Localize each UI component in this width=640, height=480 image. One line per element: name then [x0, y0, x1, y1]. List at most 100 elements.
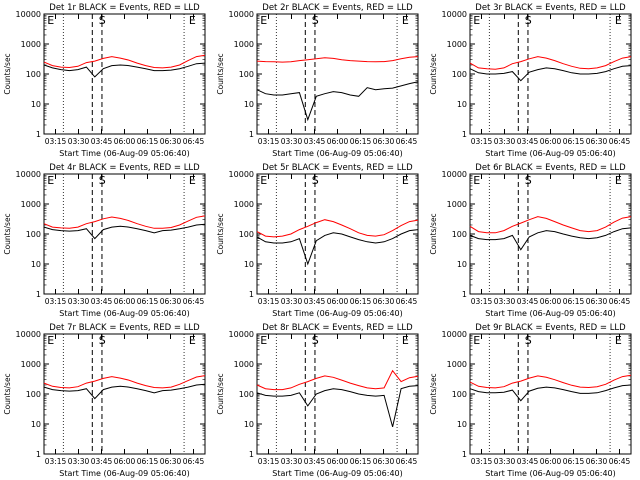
x-tick-label: 03:30	[68, 137, 90, 146]
events-series-line	[469, 65, 632, 82]
x-tick-label: 03:45	[91, 297, 113, 306]
x-tick-label: 06:15	[563, 297, 585, 306]
x-tick-label: 06:30	[160, 297, 182, 306]
y-tick-label: 1	[249, 130, 254, 139]
y-tick-label: 100	[239, 390, 254, 399]
event-marker-label: E	[473, 14, 480, 27]
y-tick-label: 1000	[21, 360, 41, 369]
y-tick-label: 100	[26, 230, 41, 239]
y-tick-label: 1	[36, 450, 41, 459]
y-tick-label: 100	[452, 230, 467, 239]
chart-title: Det 1r BLACK = Events, RED = LLD	[49, 3, 200, 13]
x-tick-label: 06:15	[350, 137, 372, 146]
lld-series-line	[43, 215, 206, 229]
y-tick-label: 100	[452, 70, 467, 79]
lld-series-line	[469, 216, 632, 234]
chart-panel-9: 1 10 100 1000 10000 03:15 03:30 03:45 06:00 06:15…	[429, 323, 632, 478]
x-tick-label: 03:15	[258, 137, 280, 146]
y-axis-label: Counts/sec	[429, 213, 438, 254]
x-tick-label: 03:45	[517, 297, 539, 306]
plot-frame	[469, 333, 632, 455]
chart-panel-3: 1 10 100 1000 10000 03:15 03:30 03:45 06:00 06:15…	[429, 3, 632, 158]
x-tick-label: 03:30	[281, 457, 303, 466]
x-tick-label: 03:15	[471, 297, 493, 306]
x-tick-label: 06:15	[137, 137, 159, 146]
lld-series-line	[469, 56, 632, 70]
events-series-line	[43, 223, 206, 240]
events-series-line	[43, 383, 206, 400]
y-tick-label: 10000	[229, 170, 254, 179]
x-tick-label: 03:45	[304, 297, 326, 306]
lld-series-line	[469, 374, 632, 389]
plot-frame	[43, 13, 206, 135]
x-tick-label: 06:00	[540, 137, 562, 146]
chart-title: Det 5r BLACK = Events, RED = LLD	[262, 163, 413, 173]
x-tick-label: 06:15	[137, 457, 159, 466]
x-tick-label: 06:45	[609, 457, 631, 466]
x-tick-label: 06:30	[586, 297, 608, 306]
event-marker-label: E	[473, 334, 480, 347]
event-marker-label: S	[99, 14, 106, 27]
event-marker-label: E	[615, 334, 622, 347]
x-tick-label: 03:15	[471, 137, 493, 146]
y-tick-label: 10000	[16, 330, 41, 339]
x-tick-label: 06:15	[563, 137, 585, 146]
chart-title: Det 8r BLACK = Events, RED = LLD	[262, 323, 413, 333]
event-marker-label: E	[402, 334, 409, 347]
event-marker-label: E	[47, 14, 54, 27]
x-tick-label: 06:45	[183, 457, 205, 466]
y-tick-label: 1000	[21, 40, 41, 49]
event-marker-label: E	[615, 14, 622, 27]
y-tick-label: 10000	[442, 10, 467, 19]
events-series-line	[43, 62, 206, 78]
x-tick-label: 06:00	[114, 137, 136, 146]
event-marker-label: E	[47, 174, 54, 187]
x-tick-label: 03:15	[258, 297, 280, 306]
x-tick-label: 03:30	[68, 457, 90, 466]
x-tick-label: 03:15	[45, 137, 67, 146]
y-axis-label: Counts/sec	[216, 213, 225, 254]
x-tick-label: 06:00	[540, 457, 562, 466]
event-marker-label: S	[312, 14, 319, 27]
x-tick-label: 03:45	[304, 457, 326, 466]
y-tick-label: 1000	[234, 360, 254, 369]
y-tick-label: 100	[26, 70, 41, 79]
x-tick-label: 03:45	[517, 457, 539, 466]
chart-panel-2: 1 10 100 1000 10000 03:15 03:30 03:45 06:00 06:15…	[216, 3, 419, 158]
event-marker-label: S	[525, 334, 532, 347]
y-axis-label: Counts/sec	[3, 53, 12, 94]
x-tick-label: 03:30	[68, 297, 90, 306]
y-tick-label: 1	[462, 130, 467, 139]
plot-frame	[256, 333, 419, 455]
chart-panel-5: 1 10 100 1000 10000 03:15 03:30 03:45 06:00 06:15…	[216, 163, 419, 318]
x-tick-label: 03:30	[281, 297, 303, 306]
x-tick-label: 06:45	[609, 137, 631, 146]
plot-frame	[256, 173, 419, 295]
lld-series-line	[256, 219, 419, 238]
events-series-line	[256, 385, 419, 428]
lld-series-line	[256, 56, 419, 63]
y-tick-label: 1	[462, 450, 467, 459]
event-marker-label: E	[189, 14, 196, 27]
y-tick-label: 100	[239, 70, 254, 79]
x-tick-label: 06:30	[586, 457, 608, 466]
plot-frame	[256, 13, 419, 135]
plot-frame	[469, 173, 632, 295]
x-axis-label: Start Time (06-Aug-09 05:06:40)	[485, 469, 616, 478]
events-series-line	[256, 229, 419, 266]
events-series-line	[256, 81, 419, 122]
y-tick-label: 1	[36, 130, 41, 139]
event-marker-label: E	[615, 174, 622, 187]
y-tick-label: 100	[239, 230, 254, 239]
x-tick-label: 03:45	[517, 137, 539, 146]
lld-series-line	[43, 54, 206, 69]
x-tick-label: 06:30	[160, 137, 182, 146]
event-marker-label: S	[525, 14, 532, 27]
event-marker-label: E	[402, 14, 409, 27]
event-marker-label: S	[312, 174, 319, 187]
y-axis-label: Counts/sec	[216, 53, 225, 94]
y-tick-label: 1	[249, 450, 254, 459]
x-tick-label: 06:00	[114, 457, 136, 466]
chart-title: Det 9r BLACK = Events, RED = LLD	[475, 323, 626, 333]
